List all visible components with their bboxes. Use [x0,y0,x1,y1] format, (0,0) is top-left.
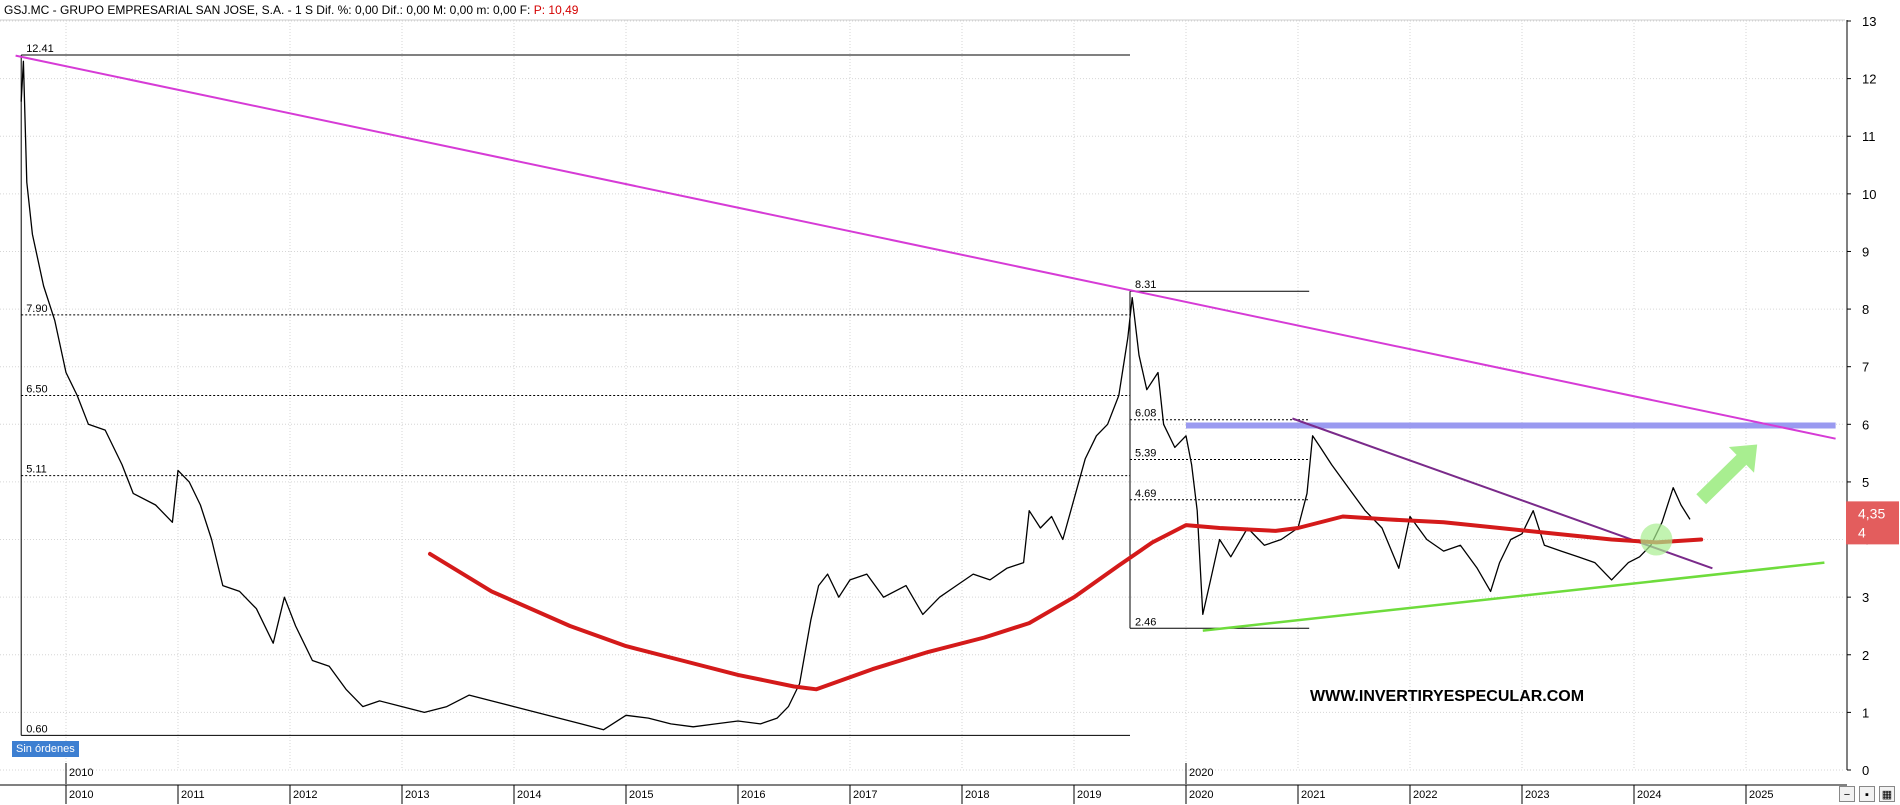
ticker-info-bar: GSJ.MC - GRUPO EMPRESARIAL SAN JOSE, S.A… [4,2,578,18]
x-tick-label: 2014 [517,789,541,801]
long-trendline [15,54,1836,440]
x-tick-label: 2017 [853,789,877,801]
x-tick-label: 2022 [1413,789,1437,801]
grid-icon[interactable]: ▦ [1879,786,1895,802]
level-label: 5.39 [1135,447,1156,459]
x-tick-label: 2013 [405,789,429,801]
level-label: 8.31 [1135,279,1156,291]
y-tick-label: 7 [1862,360,1869,375]
x-tick-label: 2021 [1301,789,1325,801]
y-tick-label: 2 [1862,648,1869,663]
level-label: 2.46 [1135,616,1156,628]
ticker-line: GSJ.MC - GRUPO EMPRESARIAL SAN JOSE, S.A… [4,3,531,17]
level-label: 7.90 [26,303,47,315]
y-tick-label: 6 [1862,417,1869,432]
x-tick-label: 2020 [1189,789,1213,801]
period-label: 2020 [1189,767,1213,779]
y-tick-label: 3 [1862,590,1869,605]
y-tick-label: 13 [1862,14,1876,29]
arrow-shape [1696,444,1758,505]
level-label: 12.41 [26,43,54,55]
minimize-icon[interactable]: − [1839,786,1855,802]
breakout-highlight [1640,523,1673,556]
watermark-text: WWW.INVERTIRYESPECULAR.COM [1310,688,1584,705]
moving-average-line [428,514,1704,692]
price-tag-main: 4,35 [1858,505,1885,521]
x-tick-label: 2010 [69,789,93,801]
support-line [1202,561,1825,632]
y-tick-label: 12 [1862,72,1876,87]
price-line [20,60,1691,731]
x-tick-label: 2023 [1525,789,1549,801]
chart-axes: 0123456789101112132010201120122013201420… [0,14,1899,804]
y-tick-label: 1 [1862,705,1869,720]
level-label: 0.60 [26,723,47,735]
x-tick-label: 2018 [965,789,989,801]
level-label: 6.50 [26,384,47,396]
x-tick-label: 2011 [181,789,205,801]
indicator-lines [15,54,1836,731]
x-tick-label: 2016 [741,789,765,801]
fibonacci-levels: 12.41 0.60 7.90 6.50 5.11 8.31 2.46 6.08 5.39 4.6… [20,43,1310,736]
y-tick-label: 5 [1862,475,1869,490]
y-tick-label: 9 [1862,244,1869,259]
period-label: 2010 [69,767,93,779]
x-tick-label: 2012 [293,789,317,801]
x-tick-label: 2019 [1077,789,1101,801]
level-label: 4.69 [1135,488,1156,500]
x-tick-label: 2015 [629,789,653,801]
y-tick-label: 0 [1862,763,1869,778]
level-label: 5.11 [26,464,47,476]
y-tick-label: 8 [1862,302,1869,317]
price-label: P: 10,49 [533,3,579,17]
save-icon[interactable]: ▪ [1859,786,1875,802]
price-tag-sub: 4 [1858,524,1866,540]
level-label: 6.08 [1135,408,1156,420]
y-tick-label: 10 [1862,187,1876,202]
price-tag-box [1846,501,1899,545]
up-arrow-icon [1696,444,1758,505]
order-status-badge[interactable]: Sin órdenes [12,741,79,757]
y-tick-label: 11 [1862,129,1876,144]
x-tick-label: 2025 [1749,789,1773,801]
x-tick-label: 2024 [1637,789,1661,801]
